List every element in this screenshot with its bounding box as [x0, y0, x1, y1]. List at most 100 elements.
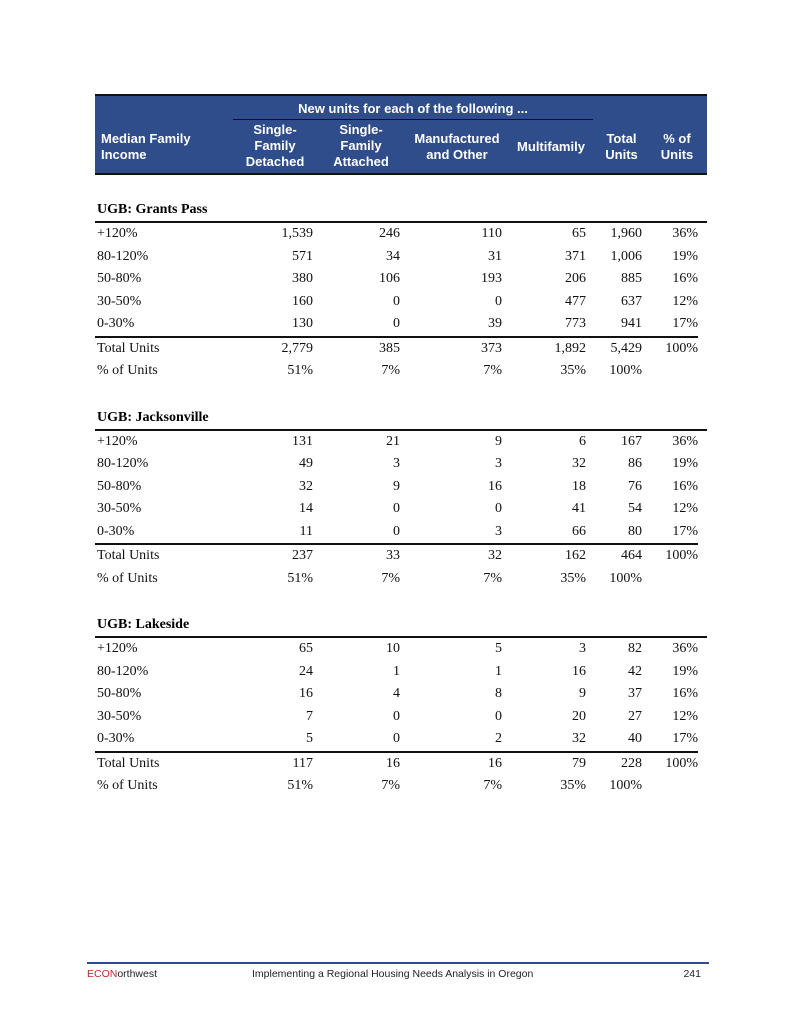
percent-row-cell	[642, 568, 698, 591]
table-row-cell: 21	[386, 433, 400, 449]
table-row-cell: 0	[393, 501, 400, 516]
table-row-cell: 36%	[672, 433, 698, 449]
brand-rest: orthwest	[117, 968, 158, 980]
total-row-cell: 373	[400, 335, 502, 361]
table-row-cell: +120%	[97, 433, 138, 449]
percent-row-cell	[642, 775, 698, 798]
header-pct: % of Units	[660, 131, 694, 162]
header-manufactured: Manufactured and Other	[414, 131, 500, 162]
total-row-cell: 385	[313, 335, 400, 361]
table-row-cell: 0	[393, 293, 400, 309]
total-row-cell: 228	[586, 750, 642, 776]
section-title: UGB: Jacksonville	[95, 407, 707, 431]
table-row-cell: 885	[621, 271, 642, 286]
table-row-cell: 17%	[672, 523, 698, 539]
table-row-cell: 3	[393, 456, 400, 471]
table-row-cell: 6	[579, 433, 586, 449]
table-row-cell: 16	[488, 478, 502, 494]
percent-row-cell: 7%	[483, 570, 502, 586]
percent-row-cell: 7%	[381, 778, 400, 793]
header-multifamily: Multifamily	[517, 139, 585, 154]
table-row-cell: 50-80%	[97, 478, 142, 494]
table-row-cell: 19%	[672, 248, 698, 264]
table-row-cell: 36%	[672, 641, 698, 656]
percent-row-cell: 100%	[609, 778, 642, 793]
table-row-cell: 27	[628, 708, 642, 724]
table-row-cell: 773	[565, 316, 586, 331]
table-row-cell: 16%	[672, 686, 698, 701]
percent-row-cell: 7%	[381, 570, 400, 586]
percent-row-cell: % of Units	[97, 778, 158, 793]
section-grid: +120% 65 10 5 3 82 36% 80-120% 24 1 1 16 42 19% 50-80%…	[95, 638, 707, 798]
percent-row-cell: 100%	[609, 570, 642, 586]
percent-row-cell: 35%	[560, 570, 586, 586]
percent-row-cell: 7%	[483, 363, 502, 378]
table-row-cell: 30-50%	[97, 708, 142, 724]
table-row-cell: 0	[393, 523, 400, 539]
footer-title: Implementing a Regional Housing Needs An…	[252, 968, 534, 980]
table-row-cell: 32	[572, 456, 586, 471]
table-row-cell: 17%	[672, 731, 698, 746]
page-footer: ECONorthwest Implementing a Regional Hou…	[87, 962, 709, 980]
table-row-cell: 0-30%	[97, 731, 135, 746]
table-row-cell: 9	[495, 433, 502, 449]
total-row-cell: 32	[400, 543, 502, 568]
table-row-cell: 86	[628, 456, 642, 471]
table-row-cell: 20	[572, 708, 586, 724]
percent-row-cell: 7%	[381, 363, 400, 378]
table-row-cell: 42	[628, 663, 642, 679]
table-row-cell: 193	[481, 271, 502, 286]
percent-row-cell: 51%	[287, 570, 313, 586]
table-row-cell: 16	[299, 686, 313, 701]
header-income: Median Family Income	[101, 131, 191, 162]
table-row-cell: 0-30%	[97, 316, 135, 331]
percent-row-cell	[642, 360, 698, 383]
table-row-cell: 66	[572, 523, 586, 539]
section-title: UGB: Grants Pass	[95, 199, 707, 223]
header-span-title: New units for each of the following ...	[233, 101, 593, 120]
percent-row-cell: 51%	[287, 363, 313, 378]
table-row-cell: 206	[565, 271, 586, 286]
table-row-cell: 40	[628, 731, 642, 746]
table-row-cell: 36%	[672, 226, 698, 241]
table-row-cell: 19%	[672, 663, 698, 679]
table-row-cell: 12%	[672, 501, 698, 516]
table-row-cell: 371	[565, 248, 586, 264]
table-row-cell: 3	[495, 456, 502, 471]
table-row-cell: 941	[621, 316, 642, 331]
table-row-cell: 110	[481, 226, 502, 241]
total-row-cell: 16	[400, 750, 502, 776]
total-row-cell: 33	[313, 543, 400, 568]
percent-row-cell: 35%	[560, 778, 586, 793]
percent-row-cell: % of Units	[97, 363, 158, 378]
total-row-cell: Total Units	[95, 750, 230, 776]
table-section: UGB: Grants Pass +120% 1,539 246 110 65 1,960 3…	[95, 199, 707, 383]
percent-row-cell: 7%	[483, 778, 502, 793]
table-row-cell: 12%	[672, 708, 698, 724]
section-grid: +120% 1,539 246 110 65 1,960 36% 80-120% 571 34 31…	[95, 223, 707, 383]
percent-row-cell: % of Units	[97, 570, 158, 586]
table-row-cell: 16	[572, 663, 586, 679]
total-row-cell: 1,892	[502, 335, 586, 361]
table-row-cell: 571	[292, 248, 313, 264]
table-row-cell: 130	[292, 316, 313, 331]
percent-row-cell: 35%	[560, 363, 586, 378]
table-row-cell: 9	[579, 686, 586, 701]
table-row-cell: 41	[572, 501, 586, 516]
table-row-cell: 0	[495, 501, 502, 516]
table-row-cell: 50-80%	[97, 686, 142, 701]
table-row-cell: 76	[628, 478, 642, 494]
housing-units-table: New units for each of the following ... …	[95, 94, 707, 798]
table-row-cell: 3	[579, 641, 586, 656]
table-row-cell: 0	[393, 316, 400, 331]
header-sfa: Single-Family Attached	[333, 122, 389, 169]
table-row-cell: 80-120%	[97, 248, 149, 264]
table-row-cell: 8	[495, 686, 502, 701]
table-row-cell: 1,006	[610, 248, 643, 264]
table-row-cell: 7	[306, 708, 313, 724]
table-row-cell: 32	[572, 731, 586, 746]
table-row-cell: 1,539	[281, 226, 314, 241]
table-row-cell: 49	[299, 456, 313, 471]
table-row-cell: 80	[628, 523, 642, 539]
total-row-cell: 100%	[642, 335, 698, 361]
